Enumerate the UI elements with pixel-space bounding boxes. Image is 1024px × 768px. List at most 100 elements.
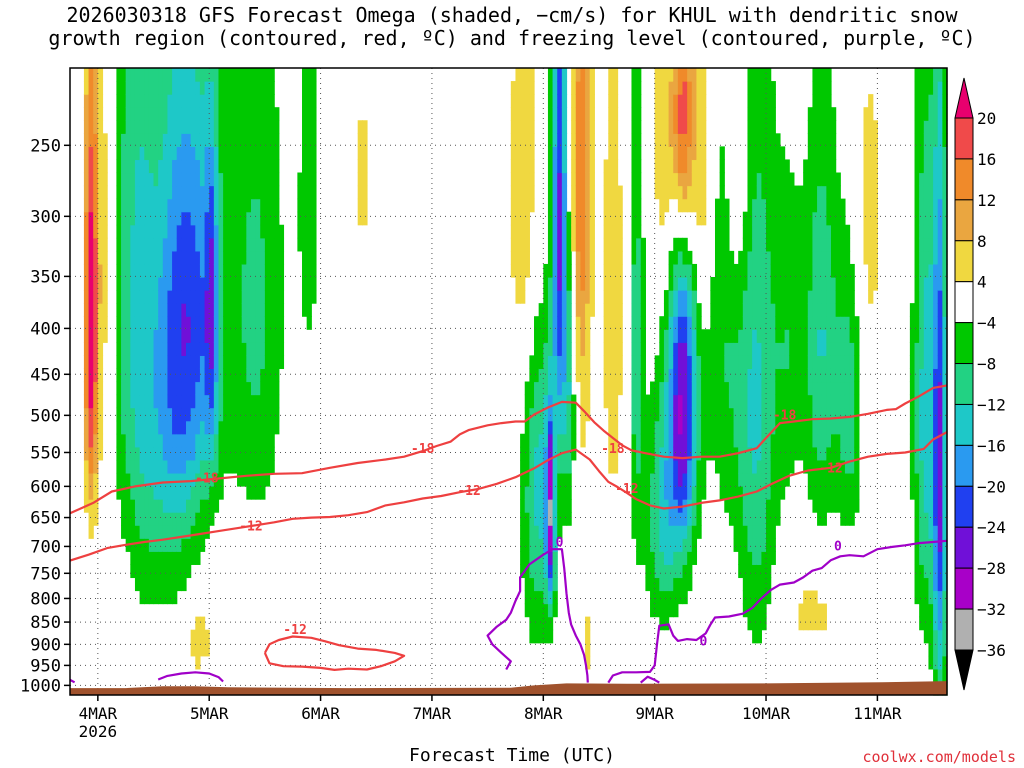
- omega-cell: [237, 198, 243, 213]
- omega-cell: [167, 407, 173, 422]
- omega-cell: [612, 329, 619, 343]
- omega-cell: [701, 381, 707, 396]
- omega-cell: [148, 198, 155, 213]
- omega-cell: [919, 381, 925, 396]
- omega-cell: [195, 237, 201, 252]
- omega-cell: [269, 107, 275, 121]
- omega-cell: [269, 250, 275, 265]
- omega-cell: [83, 250, 90, 265]
- omega-cell: [241, 316, 247, 330]
- omega-cell: [701, 211, 707, 226]
- omega-cell: [789, 355, 795, 370]
- omega-cell: [756, 629, 762, 644]
- omega-cell: [919, 237, 925, 252]
- omega-cell: [552, 355, 558, 370]
- omega-cell: [520, 263, 526, 278]
- omega-cell: [190, 250, 196, 265]
- omega-cell: [561, 172, 568, 187]
- omega-cell: [719, 303, 725, 317]
- omega-cell: [826, 277, 832, 291]
- omega-cell: [223, 316, 229, 330]
- omega-cell: [650, 512, 656, 526]
- omega-cell: [612, 172, 619, 187]
- omega-cell: [933, 107, 939, 121]
- omega-cell: [854, 407, 860, 422]
- omega-cell: [130, 290, 136, 304]
- omega-cell: [691, 316, 698, 330]
- omega-cell: [102, 198, 108, 213]
- omega-cell: [134, 237, 141, 252]
- omega-cell: [218, 198, 224, 213]
- omega-cell: [547, 499, 554, 513]
- omega-cell: [158, 407, 164, 422]
- omega-cell: [682, 551, 688, 565]
- omega-cell: [524, 433, 530, 448]
- omega-cell: [278, 277, 285, 291]
- omega-cell: [701, 172, 707, 187]
- omega-cell: [167, 133, 173, 147]
- colorbar-label: 8: [977, 232, 987, 251]
- omega-cell: [241, 329, 247, 343]
- omega-cell: [933, 668, 939, 683]
- omega-cell: [612, 277, 619, 291]
- omega-cell: [181, 564, 187, 579]
- omega-cell: [817, 107, 823, 121]
- omega-cell: [923, 368, 930, 383]
- omega-cell: [654, 172, 660, 187]
- omega-cell: [603, 381, 609, 396]
- omega-cell: [306, 81, 312, 95]
- omega-cell: [515, 277, 521, 291]
- omega-cell: [714, 381, 721, 396]
- omega-cell: [121, 94, 127, 108]
- omega-cell: [116, 198, 122, 213]
- omega-cell: [872, 133, 878, 147]
- omega-cell: [631, 290, 637, 304]
- omega-cell: [153, 342, 159, 356]
- omega-cell: [738, 486, 744, 500]
- omega-cell: [766, 342, 772, 356]
- omega-cell: [176, 146, 182, 161]
- omega-cell: [585, 133, 591, 147]
- omega-cell: [914, 512, 920, 526]
- omega-cell: [241, 107, 247, 121]
- omega-cell: [534, 629, 540, 644]
- omega-cell: [121, 224, 127, 239]
- omega-cell: [585, 159, 591, 174]
- omega-cell: [807, 433, 814, 448]
- omega-cell: [218, 133, 224, 147]
- omega-cell: [218, 368, 224, 383]
- omega-cell: [775, 277, 781, 291]
- omega-cell: [218, 355, 224, 370]
- omega-cell: [677, 577, 684, 592]
- omega-cell: [589, 185, 595, 200]
- omega-cell: [585, 394, 591, 409]
- omega-cell: [246, 290, 252, 304]
- omega-cell: [682, 538, 688, 552]
- omega-cell: [534, 420, 540, 435]
- omega-cell: [557, 368, 563, 383]
- omega-cell: [269, 237, 275, 252]
- omega-cell: [747, 211, 753, 226]
- omega-cell: [102, 185, 108, 200]
- omega-cell: [752, 237, 758, 252]
- omega-cell: [821, 120, 827, 134]
- omega-cell: [153, 355, 159, 370]
- omega-cell: [752, 277, 758, 291]
- omega-cell: [747, 407, 753, 422]
- omega-cell: [631, 499, 637, 513]
- omega-cell: [608, 185, 614, 200]
- omega-cell: [195, 394, 201, 409]
- omega-cell: [728, 472, 735, 487]
- omega-cell: [575, 133, 582, 147]
- omega-cell: [357, 185, 363, 200]
- omega-cell: [134, 329, 141, 343]
- omega-cell: [821, 211, 827, 226]
- omega-cell: [654, 486, 660, 500]
- credit-link[interactable]: coolwx.com/models: [862, 748, 1016, 766]
- omega-cell: [102, 329, 108, 343]
- omega-cell: [250, 211, 257, 226]
- omega-cell: [97, 120, 104, 134]
- omega-cell: [761, 146, 767, 161]
- omega-cell: [608, 316, 614, 330]
- omega-cell: [659, 329, 665, 343]
